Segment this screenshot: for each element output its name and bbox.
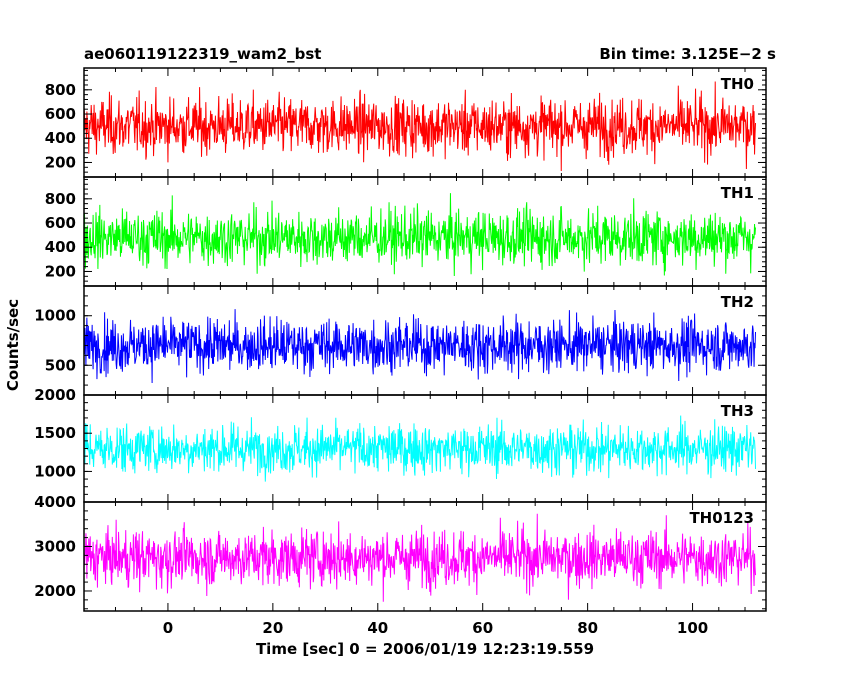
- panel-label-th1: TH1: [721, 184, 754, 202]
- y-tick-label: 4000: [34, 493, 76, 511]
- x-tick-label: 0: [163, 619, 173, 637]
- y-tick-label: 800: [45, 81, 76, 99]
- y-tick-label: 2000: [34, 386, 76, 404]
- y-tick-label: 2000: [34, 582, 76, 600]
- panel-frame: [83, 501, 767, 612]
- y-tick-label: 400: [45, 238, 76, 256]
- panel-th0: 200 400 600 800 TH0: [45, 67, 767, 178]
- series-line-th2: [83, 309, 757, 383]
- x-tick-label: 20: [262, 619, 283, 637]
- x-tick-label: 40: [367, 619, 388, 637]
- y-tick-label: 600: [45, 214, 76, 232]
- y-tick-label: 1500: [34, 424, 76, 442]
- y-tick-label: 200: [45, 153, 76, 171]
- x-tick-label: 80: [577, 619, 598, 637]
- x-axis-label: Time [sec] 0 = 2006/01/19 12:23:19.559: [256, 640, 594, 658]
- series-line-th1: [83, 193, 757, 276]
- panels-group: 200 400 600 800 TH0 200 400 600 800 TH1 500 1000 TH2…: [34, 67, 767, 612]
- chart-subtitle: Bin time: 3.125E−2 s: [599, 45, 776, 63]
- panel-th2: 500 1000 TH2: [34, 285, 767, 396]
- panel-label-th0: TH0: [721, 75, 754, 93]
- x-axis: 0 20 40 60 80 100: [163, 619, 708, 637]
- y-tick-label: 1000: [34, 307, 76, 325]
- panel-label-th0123: TH0123: [689, 509, 754, 527]
- y-tick-label: 800: [45, 190, 76, 208]
- panel-th3: 1000 1500 2000 TH3: [34, 386, 767, 503]
- y-tick-label: 1000: [34, 462, 76, 480]
- series-line-th0: [83, 81, 757, 172]
- chart-title: ae060119122319_wam2_bst: [84, 45, 321, 63]
- panel-label-th3: TH3: [721, 402, 754, 420]
- y-tick-label: 400: [45, 129, 76, 147]
- panel-th1: 200 400 600 800 TH1: [45, 176, 767, 287]
- series-line-th3: [83, 415, 757, 482]
- y-tick-label: 600: [45, 105, 76, 123]
- y-tick-label: 3000: [34, 537, 76, 555]
- panel-label-th2: TH2: [721, 293, 754, 311]
- y-tick-label: 200: [45, 262, 76, 280]
- y-axis-label: Counts/sec: [4, 299, 22, 391]
- panel-th0123: 2000 3000 4000 TH0123: [34, 493, 767, 612]
- series-line-th0123: [83, 513, 757, 602]
- y-tick-label: 500: [45, 356, 76, 374]
- x-tick-label: 100: [677, 619, 708, 637]
- x-tick-label: 60: [472, 619, 493, 637]
